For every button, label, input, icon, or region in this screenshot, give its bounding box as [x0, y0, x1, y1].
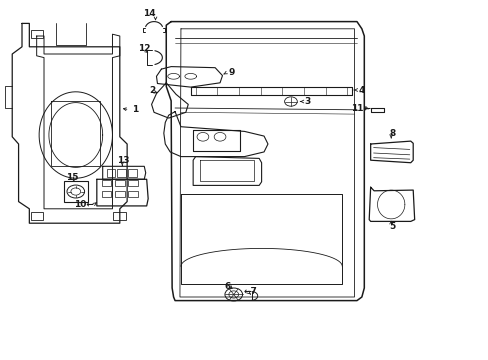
Bar: [106, 169, 115, 177]
Text: 1: 1: [132, 105, 138, 114]
Bar: [102, 180, 111, 186]
Bar: [128, 169, 137, 177]
Text: 8: 8: [388, 129, 395, 138]
Text: 12: 12: [138, 44, 150, 53]
Bar: [31, 30, 43, 38]
Text: 4: 4: [358, 86, 365, 95]
Text: ←7: ←7: [243, 287, 257, 296]
Text: 10←: 10←: [74, 200, 94, 209]
Text: 6: 6: [224, 282, 231, 291]
Text: 11←: 11←: [350, 104, 370, 113]
Bar: [128, 191, 138, 197]
Text: 14: 14: [142, 9, 155, 18]
Text: 3: 3: [304, 97, 310, 106]
Text: 15: 15: [66, 173, 79, 182]
Text: 9: 9: [228, 68, 234, 77]
Bar: [128, 180, 138, 186]
Bar: [117, 169, 126, 177]
Bar: [102, 191, 111, 197]
Text: 2: 2: [149, 86, 155, 95]
Bar: [113, 212, 125, 220]
Bar: [115, 191, 124, 197]
Bar: [63, 181, 88, 202]
Text: 5: 5: [389, 222, 395, 231]
Text: 13: 13: [117, 156, 130, 166]
Bar: [31, 212, 43, 220]
Bar: [115, 180, 124, 186]
